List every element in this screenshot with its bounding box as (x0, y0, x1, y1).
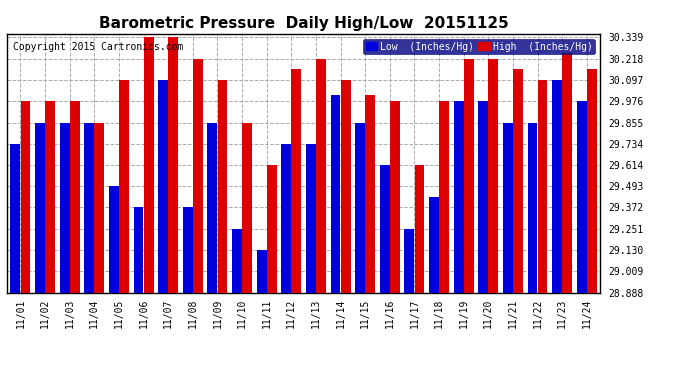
Bar (429, 197, 439, 292)
Bar (35, 123, 45, 292)
Bar (10, 144, 20, 292)
Bar (134, 207, 144, 292)
Bar (232, 229, 242, 292)
Bar (257, 250, 266, 292)
Bar (60, 123, 70, 292)
Bar (464, 59, 473, 292)
Bar (109, 186, 119, 292)
Bar (355, 123, 365, 292)
Bar (404, 229, 414, 292)
Bar (331, 96, 340, 292)
Bar (45, 101, 55, 292)
Bar (119, 80, 129, 292)
Bar (158, 80, 168, 292)
Bar (365, 96, 375, 292)
Bar (538, 80, 547, 292)
Bar (562, 53, 572, 292)
Bar (21, 101, 30, 292)
Bar (168, 38, 178, 292)
Bar (193, 59, 203, 292)
Bar (552, 80, 562, 292)
Bar (513, 69, 523, 292)
Bar (439, 101, 449, 292)
Bar (390, 101, 400, 292)
Bar (291, 69, 302, 292)
Bar (415, 165, 424, 292)
Bar (341, 80, 351, 292)
Bar (70, 101, 79, 292)
Bar (306, 144, 316, 292)
Bar (282, 144, 291, 292)
Bar (587, 69, 597, 292)
Text: Copyright 2015 Cartronics.com: Copyright 2015 Cartronics.com (13, 42, 184, 51)
Bar (84, 123, 95, 292)
Bar (503, 123, 513, 292)
Bar (453, 101, 464, 292)
Bar (528, 123, 538, 292)
Bar (478, 101, 488, 292)
Bar (577, 101, 586, 292)
Bar (95, 123, 104, 292)
Bar (208, 123, 217, 292)
Bar (489, 59, 498, 292)
Bar (183, 207, 193, 292)
Legend: Low  (Inches/Hg), High  (Inches/Hg): Low (Inches/Hg), High (Inches/Hg) (363, 39, 595, 54)
Bar (242, 123, 252, 292)
Title: Barometric Pressure  Daily High/Low  20151125: Barometric Pressure Daily High/Low 20151… (99, 16, 509, 31)
Bar (217, 80, 228, 292)
Bar (316, 59, 326, 292)
Bar (380, 165, 390, 292)
Bar (144, 38, 154, 292)
Bar (267, 165, 277, 292)
